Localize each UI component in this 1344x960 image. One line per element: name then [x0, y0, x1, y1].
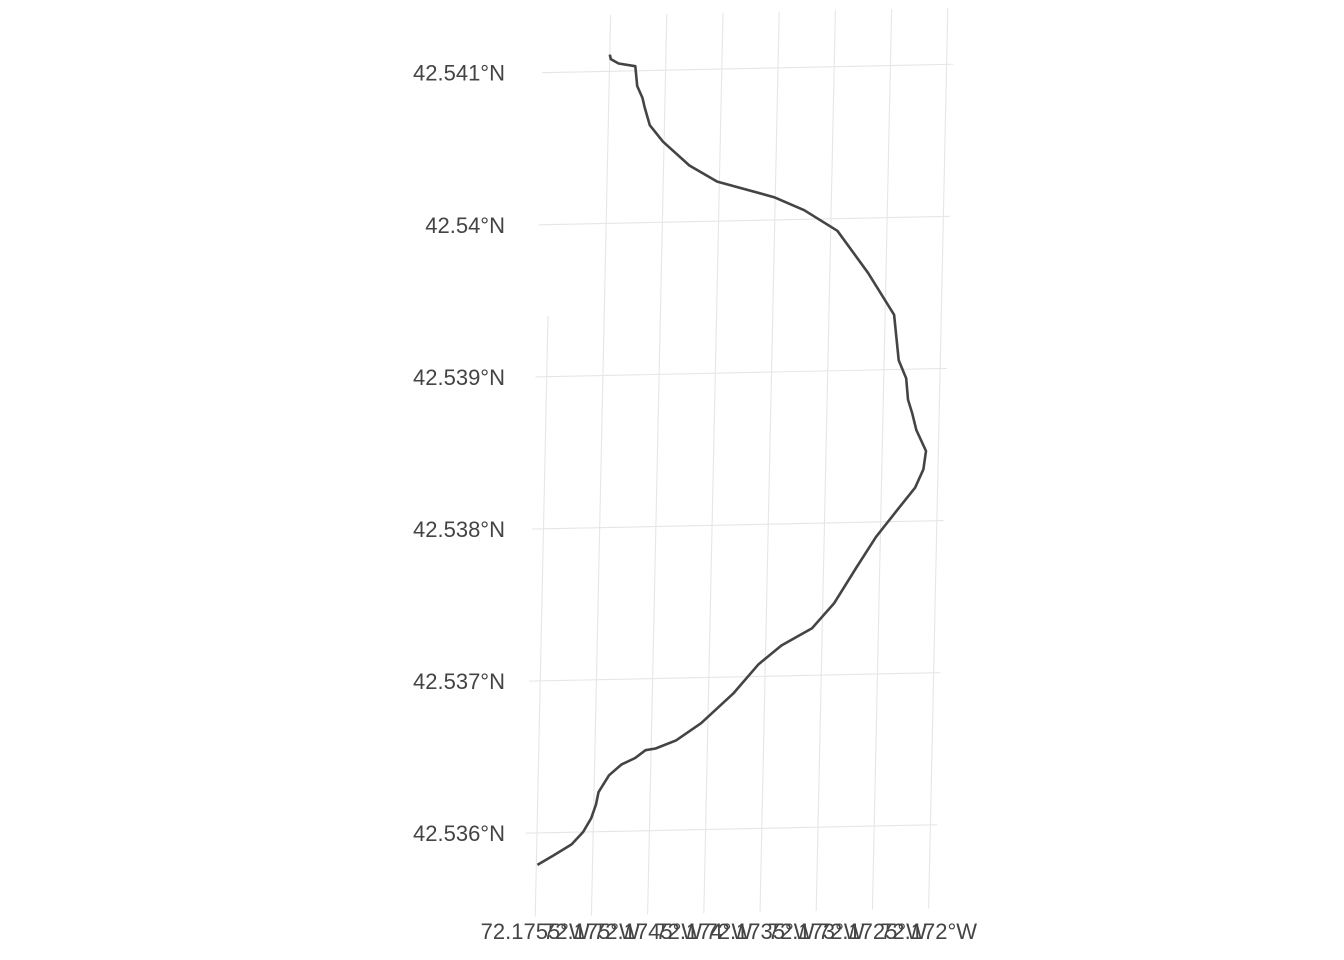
meridian-gridline: [928, 8, 949, 909]
longitude-tick-label: 72.175°W: [543, 919, 640, 944]
parallel-gridline: [541, 63, 954, 74]
longitude-tick-label: 72.172°W: [880, 919, 977, 944]
parallel-gridline: [525, 824, 938, 834]
longitude-axis-labels: 72.1755°W72.175°W72.1745°W72.174°W72.173…: [481, 919, 978, 944]
parallel-gridline: [538, 215, 951, 226]
latitude-tick-label: 42.54°N: [425, 213, 505, 238]
longitude-tick-label: 72.173°W: [768, 919, 865, 944]
latitude-tick-label: 42.537°N: [413, 669, 505, 694]
latitude-tick-label: 42.539°N: [413, 365, 505, 390]
meridian-gridline: [647, 13, 668, 915]
meridian-gridline: [871, 9, 893, 910]
meridian-gridline: [759, 11, 780, 913]
river-track-line: [536, 54, 928, 867]
meridian-gridline: [815, 10, 836, 911]
meridian-gridline: [703, 12, 724, 914]
latitude-axis-labels: 42.536°N 42.537°N 42.538°N 42.539°N 42.54°N 4…: [413, 61, 505, 846]
parallel-gridline: [535, 367, 947, 378]
latitude-tick-label: 42.541°N: [413, 61, 505, 86]
longitude-tick-label: 72.1735°W: [705, 919, 814, 944]
longitude-tick-label: 72.1725°W: [818, 919, 927, 944]
longitude-tick-label: 72.1745°W: [593, 919, 702, 944]
graticule-grid: [525, 8, 954, 917]
parallel-gridline: [532, 519, 944, 530]
meridian-gridline: [590, 15, 612, 916]
parallel-gridline: [528, 672, 941, 682]
longitude-tick-label: 72.1755°W: [481, 919, 590, 944]
latitude-tick-label: 42.538°N: [413, 517, 505, 542]
meridian-gridline: [534, 315, 549, 917]
longitude-tick-label: 72.174°W: [655, 919, 752, 944]
track-layer: [536, 54, 928, 867]
latitude-tick-label: 42.536°N: [413, 821, 505, 846]
